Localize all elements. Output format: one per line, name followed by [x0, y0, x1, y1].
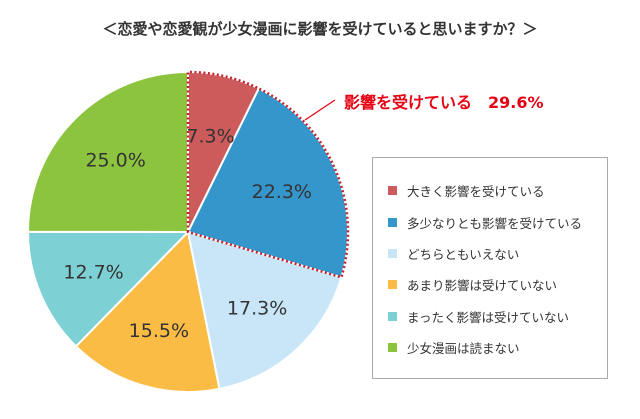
pie-slice	[27, 230, 191, 348]
legend-item: どちらともいえない	[388, 238, 607, 269]
legend: 大きく影響を受けている多少なりとも影響を受けている どちらともいえないあまり影響は…	[372, 157, 608, 379]
slice-label: 25.0%	[85, 150, 145, 172]
legend-item: あまり影響は受けていない	[388, 269, 607, 300]
legend-item: まったく影響は受けていない	[388, 301, 607, 332]
callout-value: 29.6%	[488, 93, 544, 112]
legend-label: あまり影響は受けていない	[407, 278, 558, 294]
page-title: ＜恋愛や恋愛観が少女漫画に影響を受けていると思いますか？＞	[102, 20, 538, 38]
callout-leader-line	[304, 99, 336, 121]
legend-label: 多少なりとも影響を受けている	[407, 215, 583, 231]
legend-item: 多少なりとも影響を受けている	[388, 206, 607, 237]
legend-label: どちらともいえない	[407, 246, 520, 262]
legend-label: まったく影響は受けていない	[407, 309, 570, 325]
slice-label: 17.3%	[227, 298, 287, 320]
legend-swatch	[388, 311, 397, 321]
callout-annotation: 影響を受けている 29.6%	[344, 89, 544, 113]
pie-slice	[186, 230, 343, 391]
legend-swatch	[388, 248, 397, 258]
slice-label: 15.5%	[129, 320, 189, 342]
legend-item: 大きく影響を受けている	[388, 175, 607, 206]
legend-swatch	[388, 186, 397, 196]
slice-label: 22.3%	[252, 181, 312, 203]
legend-swatch	[388, 343, 397, 353]
legend-swatch	[388, 280, 397, 290]
callout-label: 影響を受けている	[344, 93, 473, 112]
pie-slices	[26, 70, 349, 393]
legend-label: 大きく影響を受けている	[407, 184, 545, 200]
slice-label: 12.7%	[63, 262, 123, 284]
pie-slice	[26, 70, 189, 234]
legend-label: 少女漫画は読まない	[407, 341, 520, 357]
legend-swatch	[388, 217, 397, 227]
legend-item: 少女漫画は読まない	[388, 332, 607, 363]
pie-slice	[74, 229, 221, 393]
slice-label: 7.3%	[186, 125, 234, 147]
slice-labels: 7.3% 22.3% 17.3% 15.5% 12.7% 25.0%	[63, 125, 312, 342]
